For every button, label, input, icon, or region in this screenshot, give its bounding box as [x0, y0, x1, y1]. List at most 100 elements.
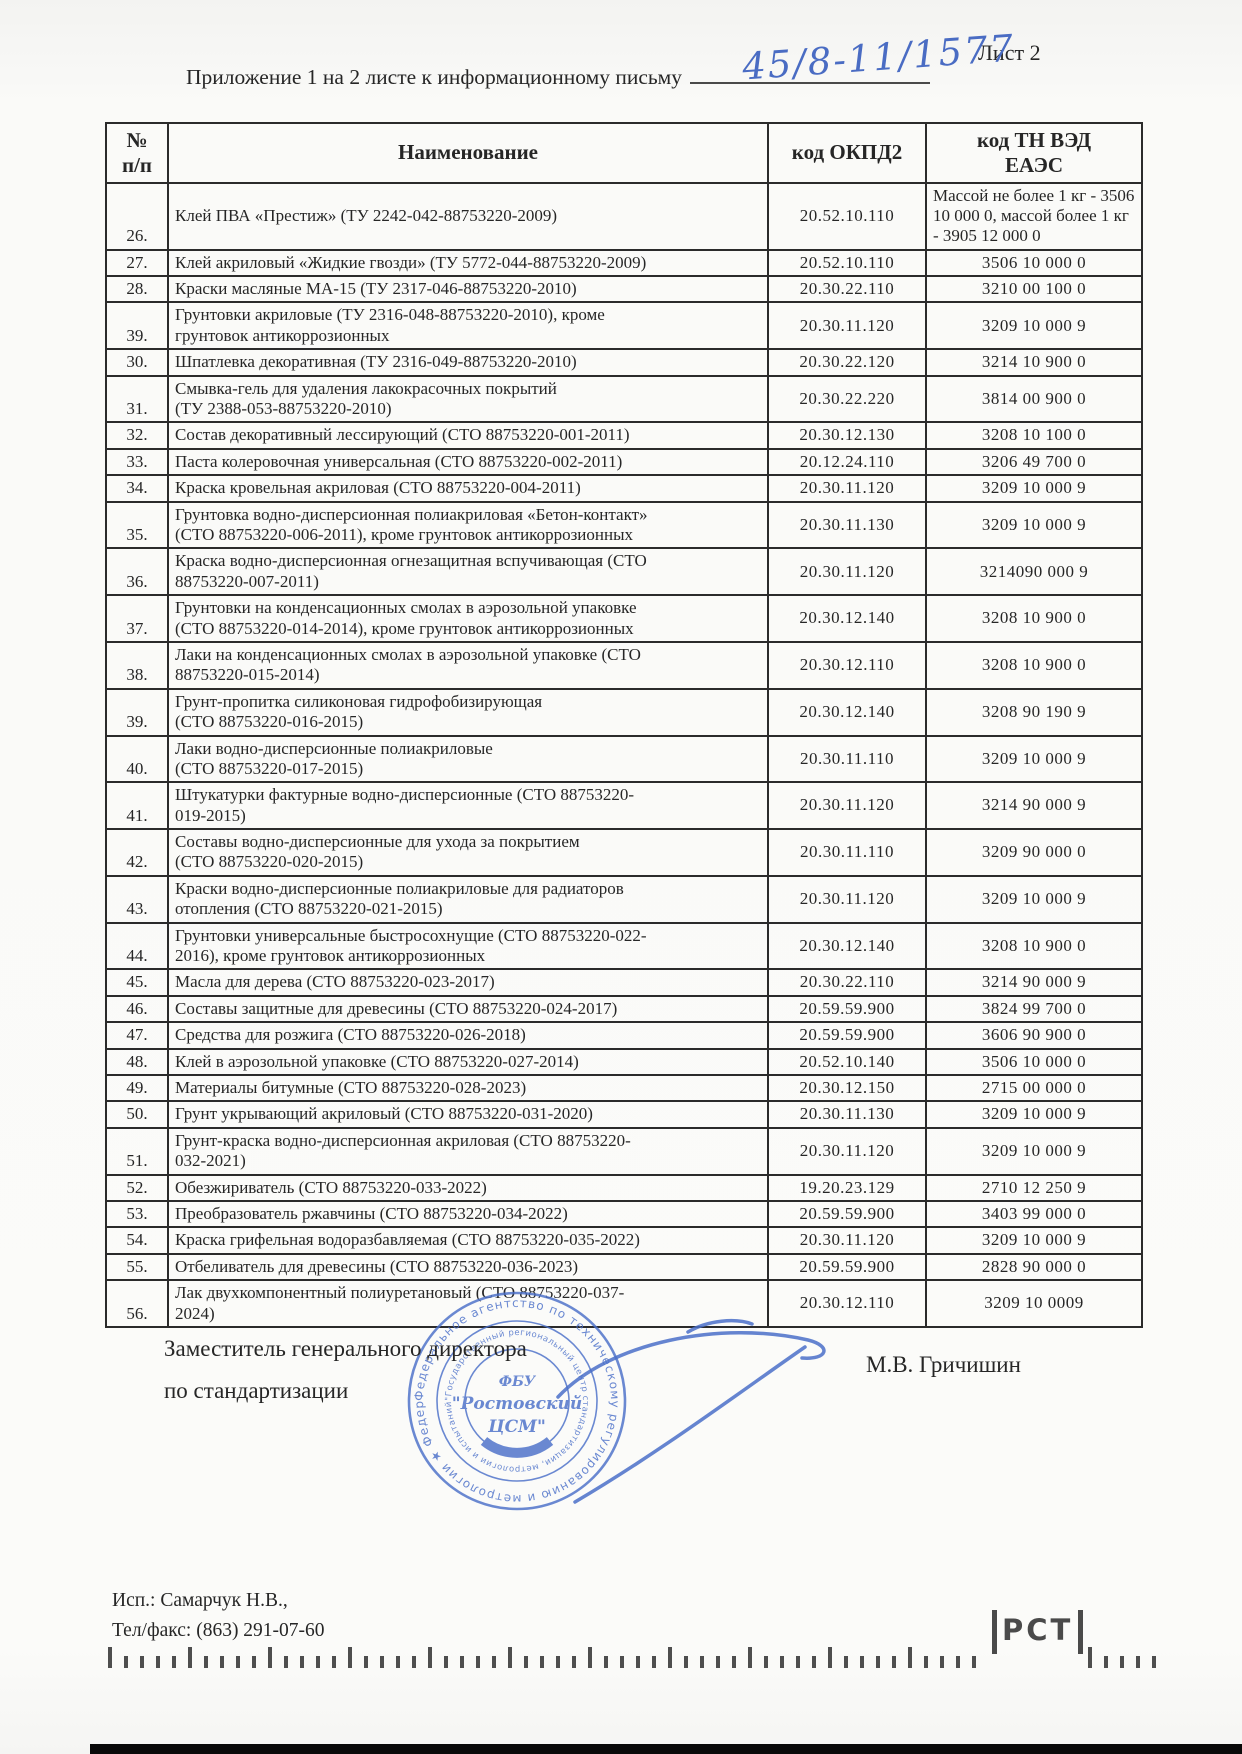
stamp-bottom-arc [480, 1437, 554, 1458]
table-row: 53. Преобразователь ржавчины (СТО 8875322… [105, 1199, 1143, 1229]
ruler-tick [700, 1656, 704, 1668]
row-okpd2-code: 20.59.59.900 [767, 1252, 927, 1282]
ruler-tick [588, 1647, 592, 1668]
ruler-tick [1088, 1647, 1092, 1668]
table-row: 28. Краски масляные МА-15 (ТУ 2317-046-88… [105, 275, 1143, 304]
stamp-middle-ring [436, 1320, 598, 1482]
row-number: 26. [105, 181, 169, 251]
row-tnved-code: 3208 10 900 0 [925, 921, 1143, 971]
row-name: Смывка-гель для удаления лакокрасочных п… [167, 374, 769, 424]
table-row: 55. Отбеливатель для древесины (СТО 88753… [105, 1252, 1143, 1282]
row-number: 37. [105, 594, 169, 643]
row-number: 31. [105, 374, 169, 424]
ruler-tick [812, 1656, 816, 1668]
signer-position-line1: Заместитель генерального директора [164, 1336, 527, 1361]
row-okpd2-code: 20.30.22.110 [767, 968, 927, 997]
ruler-tick [172, 1656, 176, 1668]
ruler-tick [220, 1656, 224, 1668]
row-tnved-code: 3209 90 000 0 [925, 828, 1143, 877]
row-okpd2-code: 20.59.59.900 [767, 994, 927, 1024]
table-row: 50. Грунт укрывающий акриловый (СТО 88753… [105, 1100, 1143, 1129]
table-row: 44. Грунтовки универсальные быстросохнущи… [105, 921, 1143, 971]
ruler-tick [428, 1647, 432, 1668]
ruler-tick [300, 1656, 304, 1668]
row-okpd2-code: 20.30.11.120 [767, 874, 927, 924]
row-okpd2-code: 20.30.22.220 [767, 374, 927, 424]
sheet-number-label: Лист 2 [978, 40, 1041, 65]
ruler-tick [844, 1656, 848, 1668]
row-tnved-code: 3208 10 900 0 [925, 640, 1143, 690]
ruler-tick [396, 1656, 400, 1668]
table-row: 31. Смывка-гель для удаления лакокрасочны… [105, 374, 1143, 424]
ruler-tick [316, 1656, 320, 1668]
row-tnved-code: 3824 99 700 0 [925, 994, 1143, 1024]
ruler-tick [188, 1647, 192, 1668]
table-row: 48. Клей в аэрозольной упаковке (СТО 8875… [105, 1047, 1143, 1076]
row-tnved-code: 3214 90 000 9 [925, 781, 1143, 831]
ruler-tick [252, 1656, 256, 1668]
ruler-tick [860, 1656, 864, 1668]
row-tnved-code: 2710 12 250 9 [925, 1173, 1143, 1202]
row-name: Краски масляные МА-15 (ТУ 2317-046-88753… [167, 275, 769, 304]
row-okpd2-code: 20.52.10.140 [767, 1047, 927, 1076]
row-number: 51. [105, 1126, 169, 1176]
row-number: 27. [105, 248, 169, 278]
row-number: 44. [105, 921, 169, 971]
signer-position-line2: по стандартизации [164, 1378, 349, 1403]
row-okpd2-code: 20.59.59.900 [767, 1021, 927, 1050]
executor-line: Исп.: Самарчук Н.В., [112, 1590, 288, 1611]
row-tnved-code: 3208 90 190 9 [925, 687, 1143, 737]
row-tnved-code: 3209 10 000 9 [925, 734, 1143, 784]
ruler-tick [108, 1647, 112, 1668]
signature-tick [686, 1318, 754, 1334]
row-name: Грунтовка водно-дисперсионная полиакрило… [167, 500, 769, 550]
ruler-tick [508, 1647, 512, 1668]
ruler-tick [604, 1656, 608, 1668]
row-number: 38. [105, 640, 169, 690]
table-row: 30. Шпатлевка декоративная (ТУ 2316-049-8… [105, 348, 1143, 377]
row-okpd2-code: 20.30.11.120 [767, 301, 927, 351]
row-name: Краска водно-дисперсионная огнезащитная … [167, 547, 769, 597]
ruler-tick [444, 1656, 448, 1668]
table-row: 43. Краски водно-дисперсионные полиакрило… [105, 874, 1143, 924]
rst-left-bar [992, 1610, 997, 1654]
row-okpd2-code: 20.30.12.130 [767, 421, 927, 450]
row-name: Состав декоративный лессирующий (СТО 887… [167, 421, 769, 450]
row-okpd2-code: 20.30.11.120 [767, 781, 927, 831]
row-number: 28. [105, 275, 169, 304]
row-okpd2-code: 20.30.11.110 [767, 734, 927, 784]
table-row: 41. Штукатурки фактурные водно-дисперсион… [105, 781, 1143, 831]
appendix-header-text: Приложение 1 на 2 листе к информационном… [186, 65, 683, 89]
row-number: 30. [105, 348, 169, 377]
row-name: Преобразователь ржавчины (СТО 88753220-0… [167, 1199, 769, 1229]
ruler-tick [156, 1656, 160, 1668]
ruler-tick [1136, 1656, 1140, 1668]
row-tnved-code: 3209 10 000 9 [925, 301, 1143, 351]
stamp-center-csm: ЦСМ" [487, 1417, 546, 1437]
ruler-tick [652, 1656, 656, 1668]
row-name: Паста колеровочная универсальная (СТО 88… [167, 447, 769, 477]
row-number: 53. [105, 1199, 169, 1229]
row-name: Краски водно-дисперсионные полиакриловые… [167, 874, 769, 924]
ruler-tick [236, 1656, 240, 1668]
column-header-number: № п/п [105, 122, 169, 184]
table-row: 26. Клей ПВА «Престиж» (ТУ 2242-042-88753… [105, 181, 1143, 251]
ruler-tick [908, 1647, 912, 1668]
products-table: № п/п Наименование код ОКПД2 код ТН ВЭД … [105, 122, 1143, 1328]
ruler-tick [556, 1656, 560, 1668]
row-name: Грунт-краска водно-дисперсионная акрилов… [167, 1126, 769, 1176]
row-tnved-code: 3210 00 100 0 [925, 275, 1143, 304]
ruler-tick [636, 1656, 640, 1668]
row-name: Грунт укрывающий акриловый (СТО 88753220… [167, 1100, 769, 1129]
row-tnved-code: 3209 10 000 9 [925, 1100, 1143, 1129]
row-number: 32. [105, 421, 169, 450]
row-tnved-code: 3606 90 900 0 [925, 1021, 1143, 1050]
table-row: 51. Грунт-краска водно-дисперсионная акри… [105, 1126, 1143, 1176]
ruler-tick [460, 1656, 464, 1668]
row-name: Составы защитные для древесины (СТО 8875… [167, 994, 769, 1024]
row-name: Шпатлевка декоративная (ТУ 2316-049-8875… [167, 348, 769, 377]
ruler-tick [748, 1647, 752, 1668]
row-okpd2-code: 20.30.22.120 [767, 348, 927, 377]
row-okpd2-code: 20.30.11.120 [767, 1226, 927, 1255]
